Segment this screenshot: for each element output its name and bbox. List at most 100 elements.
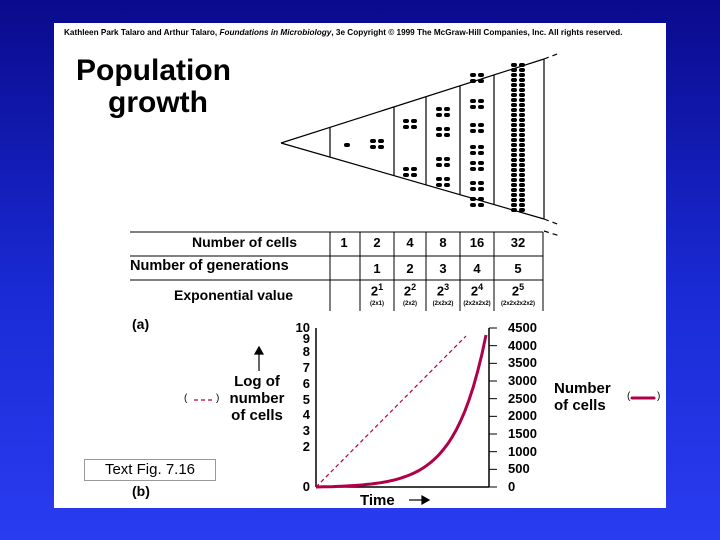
bacterium	[444, 177, 450, 181]
panel-a-label: (a)	[132, 316, 150, 332]
slide: Kathleen Park Talaro and Arthur Talaro, …	[54, 23, 666, 508]
exponent-expansion-3: (2x2x2x2)	[463, 301, 491, 307]
bacterium	[511, 103, 517, 107]
exponent-expansion-0: (2x1)	[369, 301, 384, 307]
bacterium	[511, 178, 517, 182]
bacterium	[478, 203, 484, 207]
bacterium	[511, 98, 517, 102]
bacterium	[403, 119, 409, 123]
left-tick-3: 3	[302, 423, 310, 439]
bacterium	[519, 193, 525, 197]
bacterium	[511, 193, 517, 197]
bacterium	[478, 181, 484, 185]
bacterium	[436, 177, 442, 181]
generation-3: 4	[473, 261, 481, 276]
bacterium	[511, 148, 517, 152]
exponent-3: 24	[470, 282, 484, 299]
bacterium	[519, 208, 525, 212]
cell-count-1: 2	[373, 235, 381, 250]
bacterium	[470, 129, 476, 133]
panel-b-label: (b)	[132, 483, 150, 499]
bacterium	[519, 108, 525, 112]
bacterium	[470, 203, 476, 207]
bacterium	[511, 163, 517, 167]
bacterium	[436, 157, 442, 161]
bacterium	[511, 63, 517, 67]
legend-paren-close-right: )	[657, 391, 661, 402]
cell-count-5: 32	[510, 235, 526, 250]
bacterium	[444, 127, 450, 131]
bacterium	[511, 203, 517, 207]
bacterium	[511, 108, 517, 112]
bacterium	[511, 73, 517, 77]
bacterium	[478, 145, 484, 149]
generation-0: 1	[373, 261, 381, 276]
bacterium	[370, 145, 376, 149]
bacterium	[511, 173, 517, 177]
bacterium	[519, 68, 525, 72]
bacterium	[519, 143, 525, 147]
row-label-generations: Number of generations	[130, 258, 289, 274]
bacterium	[519, 148, 525, 152]
left-axis-label: Log of number of cells	[229, 373, 285, 424]
bacterium	[511, 208, 517, 212]
bacterium	[403, 125, 409, 129]
bacterium	[519, 133, 525, 137]
exponent-4: 25	[511, 282, 525, 299]
bacterium	[511, 113, 517, 117]
bacterium	[478, 73, 484, 77]
bacterium	[470, 73, 476, 77]
bacterium	[470, 197, 476, 201]
bacterium	[436, 133, 442, 137]
bacterium	[519, 178, 525, 182]
bacterium	[519, 188, 525, 192]
series-arithmetic-curve	[315, 334, 488, 489]
bacterium	[519, 153, 525, 157]
bacterium	[511, 123, 517, 127]
left-tick-0: 0	[302, 479, 310, 494]
row-label-cells: Number of cells	[192, 234, 298, 250]
bacterium	[511, 188, 517, 192]
bacterium	[436, 183, 442, 187]
right-tick-1500: 1500	[508, 426, 537, 441]
exponent-1: 22	[403, 282, 417, 299]
bacterium	[511, 133, 517, 137]
legend-paren-open-right: (	[627, 391, 631, 402]
bacterium	[378, 145, 384, 149]
left-tick-5: 5	[302, 391, 310, 407]
bacterium	[511, 143, 517, 147]
right-tick-1000: 1000	[508, 443, 537, 459]
left-tick-7: 7	[302, 359, 310, 375]
bacterium	[436, 107, 442, 111]
bacterium	[519, 113, 525, 117]
left-tick-6: 6	[302, 375, 310, 391]
legend-paren-close-left: )	[216, 393, 220, 404]
bacterium	[511, 68, 517, 72]
exponent-2: 23	[436, 282, 450, 299]
left-tick-9: 9	[302, 331, 310, 347]
bacterium	[478, 187, 484, 191]
left-tick-10: 10	[295, 320, 310, 335]
chart-axes	[315, 328, 490, 488]
bacterium	[470, 151, 476, 155]
bacterium	[511, 138, 517, 142]
bacterium	[444, 157, 450, 161]
left-tick-2: 2	[302, 439, 310, 455]
bacterium	[470, 105, 476, 109]
bacterium	[519, 173, 525, 177]
bacterium	[511, 78, 517, 82]
bacterium	[444, 107, 450, 111]
bacterium	[478, 99, 484, 103]
bacterium	[411, 167, 417, 171]
bacterium	[411, 119, 417, 123]
bacterium	[519, 198, 525, 202]
bacterium	[478, 105, 484, 109]
row-label-exponential: Exponential value	[174, 287, 294, 303]
bacterium	[403, 167, 409, 171]
cell-count-0: 1	[340, 235, 348, 250]
bacterium	[478, 129, 484, 133]
bacterium	[403, 173, 409, 177]
bacterium	[470, 181, 476, 185]
bacterium	[470, 99, 476, 103]
bacterium	[519, 163, 525, 167]
